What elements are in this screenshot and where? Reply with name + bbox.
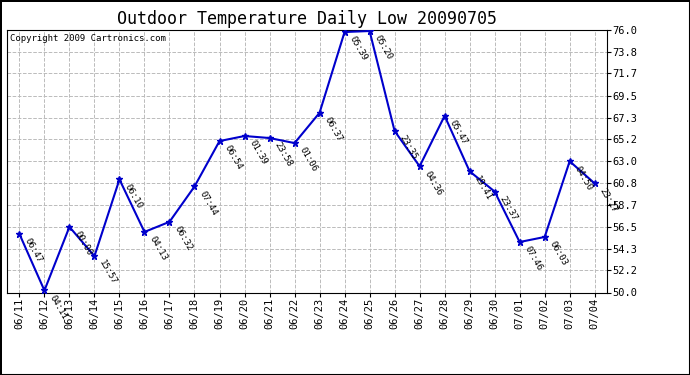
Text: Copyright 2009 Cartronics.com: Copyright 2009 Cartronics.com <box>10 34 166 43</box>
Text: 06:10: 06:10 <box>122 182 144 210</box>
Text: 07:44: 07:44 <box>197 189 219 217</box>
Title: Outdoor Temperature Daily Low 20090705: Outdoor Temperature Daily Low 20090705 <box>117 10 497 28</box>
Text: 04:11: 04:11 <box>47 293 68 321</box>
Text: 23:35: 23:35 <box>397 134 419 162</box>
Text: 23:37: 23:37 <box>497 194 519 222</box>
Text: 05:47: 05:47 <box>447 118 469 146</box>
Text: 23:58: 23:58 <box>273 141 293 169</box>
Text: 15:57: 15:57 <box>97 259 119 287</box>
Text: 00:00: 00:00 <box>72 230 93 257</box>
Text: 04:13: 04:13 <box>147 235 168 262</box>
Text: 01:06: 01:06 <box>297 146 319 174</box>
Text: 19:41: 19:41 <box>473 174 493 202</box>
Text: 05:39: 05:39 <box>347 35 368 63</box>
Text: 06:32: 06:32 <box>172 225 193 252</box>
Text: 07:46: 07:46 <box>522 245 544 273</box>
Text: 06:47: 06:47 <box>22 237 43 264</box>
Text: 06:37: 06:37 <box>322 116 344 143</box>
Text: 01:39: 01:39 <box>247 139 268 166</box>
Text: 05:20: 05:20 <box>373 34 393 62</box>
Text: 04:50: 04:50 <box>573 164 593 192</box>
Text: 06:03: 06:03 <box>547 240 569 267</box>
Text: 23:27: 23:27 <box>598 186 619 214</box>
Text: 04:36: 04:36 <box>422 169 444 197</box>
Text: 06:54: 06:54 <box>222 144 244 172</box>
